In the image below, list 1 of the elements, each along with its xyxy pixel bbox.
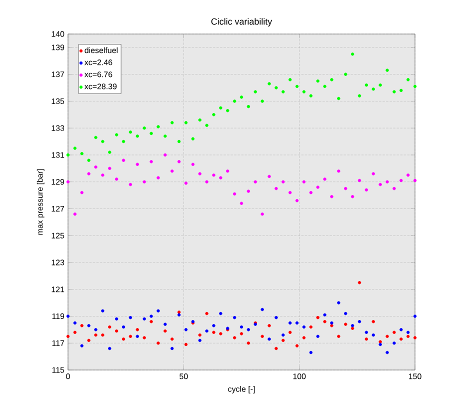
chart-title: Ciclic variability bbox=[211, 18, 272, 26]
